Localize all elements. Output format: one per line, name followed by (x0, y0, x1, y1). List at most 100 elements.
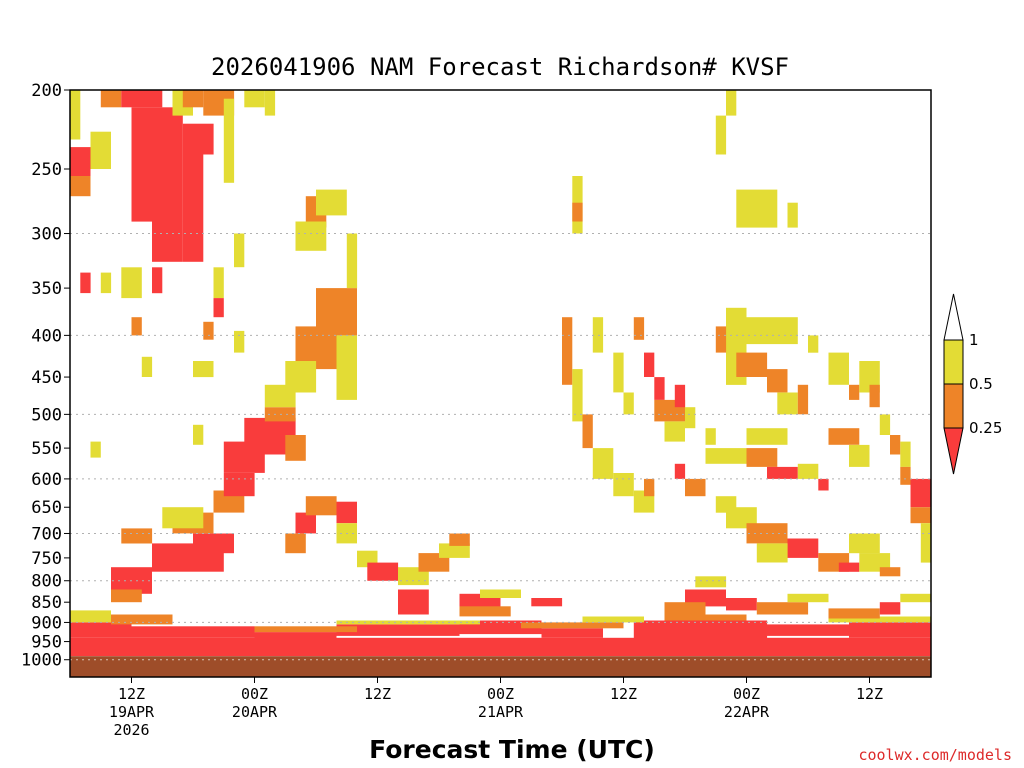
heatmap-cell-yellow (70, 610, 111, 623)
heatmap-cell-orange (70, 176, 91, 197)
heatmap-cell-red (685, 589, 726, 607)
heatmap-cell-yellow (336, 335, 357, 400)
y-tick-label: 850 (31, 593, 62, 613)
heatmap-cell-yellow (623, 392, 634, 415)
heatmap-cell-red (531, 598, 563, 607)
heatmap-cell-red (644, 352, 655, 377)
credit-text: coolwx.com/models (858, 746, 1012, 764)
x-tick-label: 12Z (610, 685, 637, 703)
legend-level-label: 0.5 (969, 375, 993, 393)
heatmap-cell-yellow (295, 221, 327, 251)
heatmap-cell-yellow (715, 115, 727, 155)
heatmap-cell-yellow (797, 463, 819, 479)
heatmap-cell-orange (828, 428, 860, 445)
y-tick-label: 700 (31, 525, 62, 545)
heatmap-cell-yellow (828, 352, 849, 385)
legend-bin-orange (943, 383, 964, 429)
heatmap-cell-red (213, 298, 224, 318)
x-tick-label: 22APR (724, 703, 770, 721)
heatmap-cell-red (541, 628, 603, 638)
heatmap-cell-red (367, 562, 399, 581)
heatmap-cell-yellow (234, 330, 245, 353)
heatmap-cell-yellow (859, 361, 880, 393)
heatmap-cell-yellow (756, 543, 788, 563)
y-tick-label: 650 (31, 498, 62, 518)
heatmap-cell-red (879, 602, 901, 615)
heatmap-cell-orange (890, 435, 901, 455)
legend-bin-yellow (943, 339, 964, 385)
heatmap-cell-red (121, 90, 163, 108)
heatmap-cell-red (182, 123, 214, 155)
heatmap-cell-yellow (777, 392, 798, 415)
y-tick-label: 550 (31, 439, 62, 459)
y-tick-label: 400 (31, 326, 62, 346)
heatmap-cell-yellow (592, 317, 604, 353)
heatmap-cell-red (223, 473, 255, 497)
color-legend: 1 0.5 0.25 (943, 293, 1002, 475)
x-axis-label: Forecast Time (UTC) (369, 735, 655, 764)
x-tick-label: 2026 (113, 721, 149, 739)
heatmap-cell-yellow (234, 233, 245, 268)
heatmap-cell-yellow (193, 361, 214, 378)
heatmap-cell-red (336, 501, 357, 524)
heatmap-cell-red (818, 478, 829, 491)
heatmap-cell-yellow (285, 361, 317, 393)
heatmap-cell-yellow (223, 98, 235, 183)
heatmap-cell-red (152, 221, 183, 262)
heatmap-cell-yellow (879, 414, 891, 435)
heatmap-cell-orange (746, 448, 778, 467)
heatmap-cell-red (131, 107, 183, 222)
heatmap-cell-red (336, 624, 460, 636)
heatmap-cell-yellow (316, 189, 347, 216)
heatmap-cell-orange (849, 384, 860, 400)
y-tick-label: 750 (31, 549, 62, 569)
heatmap-cell-yellow (480, 589, 521, 598)
heatmap-cell-yellow (613, 473, 634, 497)
heatmap-cell-yellow (90, 131, 111, 169)
heatmap-cell-yellow (121, 267, 142, 299)
heatmap-cell-red (131, 626, 255, 638)
heatmap-cell-orange (182, 90, 204, 108)
heatmap-cell-orange (572, 202, 583, 222)
heatmap-cell-yellow (726, 90, 737, 116)
y-tick-label: 900 (31, 613, 62, 633)
y-tick-label: 950 (31, 633, 62, 653)
heatmap-cell-orange (459, 606, 511, 617)
heatmap-cell-yellow (664, 421, 685, 442)
heatmap-cell-red (193, 533, 234, 554)
heatmap-cell-yellow (920, 523, 932, 563)
legend-level-label: 0.25 (969, 419, 1002, 437)
heatmap-cell-orange (111, 614, 173, 625)
heatmap-cell-yellow (582, 616, 644, 623)
heatmap-cell-orange (111, 589, 142, 603)
heatmap-cell-orange (316, 288, 357, 336)
heatmap-cell-yellow (264, 90, 276, 116)
heatmap-cell-red (152, 267, 163, 294)
y-tick-label: 500 (31, 405, 62, 425)
heatmap-cell-orange (767, 369, 788, 393)
y-tick-label: 200 (31, 81, 62, 101)
heatmap-cell-yellow (244, 90, 265, 108)
heatmap-cell-yellow (70, 90, 81, 140)
heatmap-cell-yellow (705, 448, 747, 464)
heatmap-cell-red (633, 620, 768, 640)
chart-title: 2026041906 NAM Forecast Richardson# KVSF (211, 53, 789, 81)
heatmap-cell-yellow (746, 317, 798, 345)
y-tick-label: 600 (31, 470, 62, 490)
x-tick-label: 00Z (487, 685, 514, 703)
heatmap-cell-orange (582, 414, 593, 449)
heatmap-cell-yellow (787, 593, 829, 603)
heatmap-cell-orange (644, 478, 655, 497)
heatmap-cell-red (674, 463, 686, 479)
y-tick-label: 350 (31, 279, 62, 299)
heatmap-cell-yellow (736, 189, 778, 228)
x-tick-label: 19APR (109, 703, 155, 721)
heatmap-cell-orange (285, 435, 306, 461)
heatmap-cell-orange (664, 614, 747, 621)
heatmap-cell-orange (449, 533, 470, 546)
heatmap-cell-yellow (346, 233, 358, 289)
heatmap-cell-orange (685, 478, 706, 497)
heatmap-cell-red (767, 624, 849, 636)
heatmap-cell-orange (521, 622, 624, 629)
